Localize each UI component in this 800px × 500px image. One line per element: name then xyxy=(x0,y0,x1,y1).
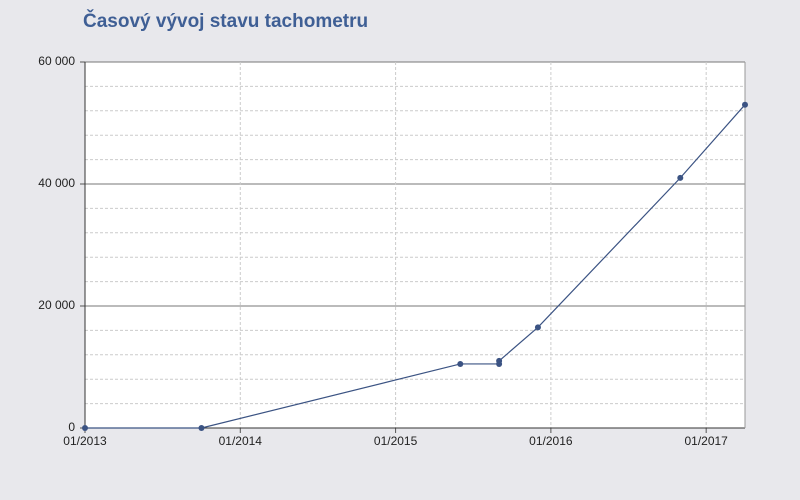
chart-title: Časový vývoj stavu tachometru xyxy=(83,10,368,32)
x-tick-label: 01/2013 xyxy=(63,434,107,448)
y-tick-label: 20 000 xyxy=(38,298,75,312)
point xyxy=(198,425,205,431)
point xyxy=(496,357,503,364)
point xyxy=(534,324,541,331)
point xyxy=(677,174,684,181)
y-tick-label: 0 xyxy=(68,420,75,434)
x-tick-label: 01/2014 xyxy=(219,434,263,448)
plot-area xyxy=(85,62,745,428)
point xyxy=(457,360,464,367)
x-tick-label: 01/2016 xyxy=(529,434,573,448)
y-tick-label: 40 000 xyxy=(38,176,75,190)
y-tick-label: 60 000 xyxy=(38,54,75,68)
point xyxy=(82,425,88,431)
point xyxy=(742,101,748,108)
x-tick-label: 01/2015 xyxy=(374,434,418,448)
x-tick-label: 01/2017 xyxy=(684,434,728,448)
